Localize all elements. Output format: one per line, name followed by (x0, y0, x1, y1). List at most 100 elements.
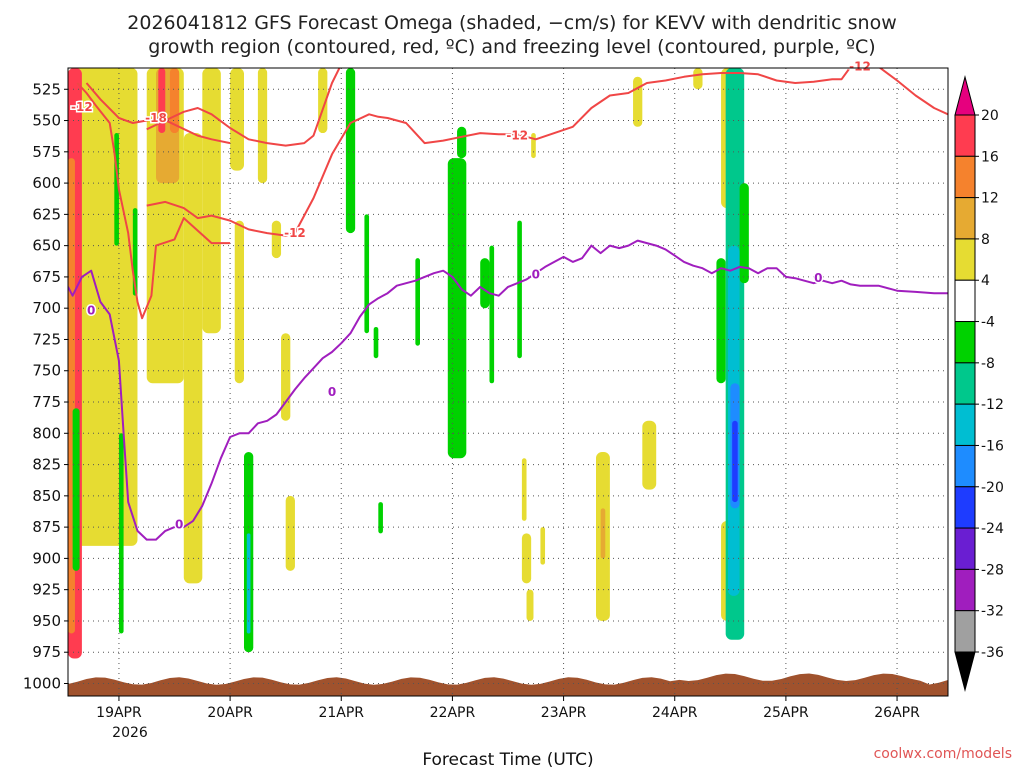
contour-label: 0 (175, 518, 183, 532)
y-tick-label: 850 (32, 487, 61, 505)
x-axis-year-label: 2026 (112, 725, 148, 741)
x-axis: 19APR 20APR 21APR 22APR 23APR 24APR 25APR 26APR (96, 696, 920, 721)
omega-region (600, 508, 606, 559)
y-tick-label: 625 (32, 205, 61, 223)
credit-text: coolwx.com/models (874, 746, 1012, 762)
omega-region (246, 533, 251, 634)
ground-terrain (68, 673, 948, 696)
contour-label: 0 (814, 271, 822, 285)
contour-labels: -12 -18 -12 -12 -12 0 0 0 0 0 (70, 58, 873, 533)
omega-region (345, 68, 356, 234)
y-tick-label: 825 (32, 456, 61, 474)
omega-region (540, 527, 546, 565)
contour-label: -12 (506, 129, 528, 143)
x-tick-label: 20APR (207, 705, 253, 721)
x-tick-label: 21APR (318, 705, 364, 721)
y-tick-label: 800 (32, 424, 61, 442)
y-tick-label: 750 (32, 362, 61, 380)
x-tick-label: 23APR (541, 705, 587, 721)
omega-region (257, 68, 268, 184)
colorbar-bin (954, 197, 976, 240)
colorbar-bin (954, 155, 976, 199)
omega-region (531, 133, 536, 159)
omega-region (489, 245, 495, 384)
plot-frame (67, 67, 949, 697)
colorbar: 20 16 12 8 4 -4 -8 -12 -16 -20 -24 -28 -32 -36 (954, 75, 1004, 692)
colorbar-label: -36 (981, 645, 1004, 661)
omega-region (234, 220, 244, 384)
colorbar-label: 8 (981, 232, 990, 248)
colorbar-label: 16 (981, 149, 999, 165)
colorbar-label: 12 (981, 191, 999, 207)
omega-region (526, 589, 534, 621)
omega-region (230, 68, 244, 171)
omega-region (118, 433, 124, 634)
colorbar-bin (954, 362, 976, 405)
contour-label: -12 (849, 60, 871, 74)
contour-label: -12 (284, 226, 306, 240)
y-tick-label: 950 (32, 612, 61, 630)
chart-title-line-1: 2026041812 GFS Forecast Omega (shaded, −… (127, 12, 896, 34)
contour-label: 0 (532, 267, 540, 281)
contour-label: -12 (71, 100, 93, 114)
x-tick-label: 26APR (874, 705, 920, 721)
y-tick-label: 1000 (23, 674, 61, 692)
y-tick-label: 700 (32, 299, 61, 317)
colorbar-label: -12 (981, 397, 1004, 413)
x-tick-label: 19APR (96, 705, 142, 721)
omega-region (72, 408, 80, 571)
omega-region (521, 533, 532, 584)
colorbar-bin (954, 610, 976, 653)
colorbar-label: 4 (981, 273, 990, 289)
colorbar-label: -20 (981, 480, 1004, 496)
freezing-level-contour (68, 239, 948, 541)
y-tick-label: 675 (32, 268, 61, 286)
omega-region (457, 126, 467, 159)
y-tick-label: 725 (32, 330, 61, 348)
plot-area: -12 -18 -12 -12 -12 0 0 0 0 0 (67, 58, 949, 697)
colorbar-label: -16 (981, 438, 1004, 454)
chart-title-line-2: growth region (contoured, red, ºC) and f… (148, 36, 875, 58)
omega-region (739, 183, 749, 284)
colorbar-top-arrow (954, 75, 976, 116)
omega-region (183, 133, 203, 584)
omega-region (415, 258, 420, 346)
colorbar-bin (954, 444, 976, 488)
x-axis-title: Forecast Time (UTC) (422, 750, 593, 768)
colorbar-bin (954, 279, 976, 323)
omega-region (642, 420, 657, 490)
y-tick-label: 975 (32, 643, 61, 661)
y-tick-label: 775 (32, 393, 61, 411)
x-tick-label: 24APR (652, 705, 698, 721)
y-tick-label: 900 (32, 549, 61, 567)
omega-region (271, 220, 282, 259)
colorbar-bottom-arrow (954, 651, 976, 692)
colorbar-bin (954, 321, 976, 364)
ground-band (68, 673, 948, 696)
omega-region (693, 68, 703, 90)
colorbar-bin (954, 527, 976, 570)
dgz-contour (146, 68, 948, 237)
omega-region (158, 68, 166, 134)
dgz-contour (76, 82, 231, 320)
colorbar-label: -24 (981, 521, 1004, 537)
colorbar-bin (954, 568, 976, 612)
colorbar-label: 20 (981, 108, 999, 124)
omega-region (378, 502, 383, 534)
y-tick-label: 575 (32, 143, 61, 161)
y-axis: 525 550 575 600 625 650 675 700 725 750 775 800 825 8… (23, 80, 68, 692)
omega-region (521, 458, 527, 521)
omega-region (373, 326, 379, 359)
y-tick-label: 650 (32, 237, 61, 255)
contour-label: 0 (87, 304, 95, 318)
contour-lines (68, 68, 948, 541)
y-tick-label: 925 (32, 581, 61, 599)
omega-region (480, 258, 490, 309)
omega-region (732, 420, 738, 503)
dgz-contour (85, 82, 231, 145)
omega-region (285, 495, 295, 571)
colorbar-bin (954, 403, 976, 446)
y-tick-label: 875 (32, 518, 61, 536)
gridlines (68, 68, 948, 696)
